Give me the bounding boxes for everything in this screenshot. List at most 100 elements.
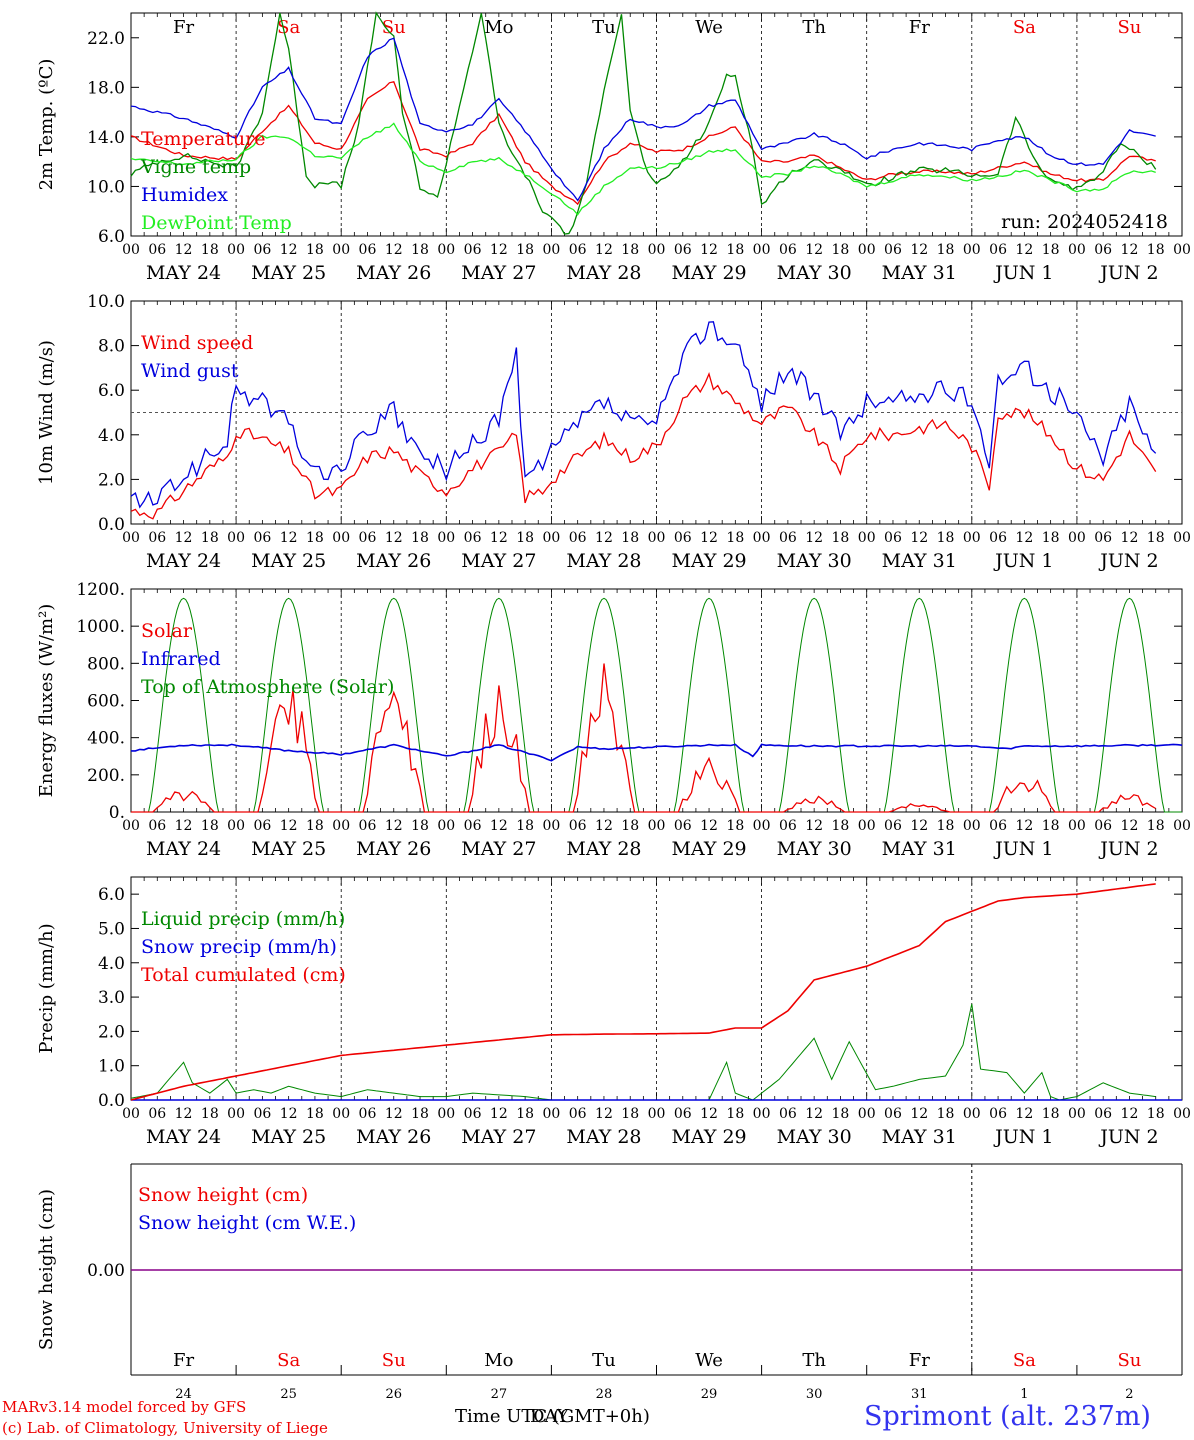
temp-hour-label: 00 <box>648 242 666 258</box>
energy-hour-label: 06 <box>359 818 377 834</box>
wind-ytick-label: 0.0 <box>98 515 125 535</box>
temp-hour-label: 18 <box>411 242 429 258</box>
wind-hour-label: 00 <box>858 530 876 546</box>
snow-weekday-label: Tu <box>592 1350 616 1371</box>
snow-weekday-label: Fr <box>173 1350 194 1371</box>
energy-date-label: MAY 27 <box>461 838 536 860</box>
precip-ytick-label: 4.0 <box>98 954 125 974</box>
energy-hour-label: 18 <box>1042 818 1060 834</box>
energy-hour-label: 18 <box>411 818 429 834</box>
precip-hour-label: 00 <box>122 1106 140 1122</box>
precip-hour-label: 06 <box>779 1106 797 1122</box>
energy-hour-label: 06 <box>148 818 166 834</box>
precip-legend-0: Liquid precip (mm/h) <box>141 908 345 930</box>
wind-hour-label: 18 <box>516 530 534 546</box>
snow-day-number: 2 <box>1125 1387 1133 1402</box>
precip-date-label: MAY 27 <box>461 1126 536 1148</box>
energy-ytick-label: 400. <box>87 729 125 749</box>
temp-ytick-label: 6.0 <box>98 227 125 247</box>
time-axis-label: Time UTC (GMT+0h) <box>455 1406 650 1427</box>
precip-hour-label: 12 <box>805 1106 823 1122</box>
energy-hour-label: 18 <box>306 818 324 834</box>
precip-hour-label: 00 <box>858 1106 876 1122</box>
snow-weekday-label: Mo <box>484 1350 513 1371</box>
temp-hour-label: 06 <box>674 242 692 258</box>
energy-hour-label: 06 <box>253 818 271 834</box>
temp-date-label: JUN 1 <box>993 262 1053 284</box>
temp-date-label: MAY 29 <box>671 262 746 284</box>
precip-hour-label: 12 <box>280 1106 298 1122</box>
wind-date-label: MAY 26 <box>356 550 431 572</box>
temp-ytick-label: 18.0 <box>87 78 125 98</box>
precip-hour-label: 12 <box>700 1106 718 1122</box>
precip-hour-label: 18 <box>726 1106 744 1122</box>
precip-date-label: JUN 1 <box>993 1126 1053 1148</box>
snow-ylabel: Snow height (cm) <box>36 1189 57 1350</box>
precip-hour-label: 00 <box>542 1106 560 1122</box>
precip-hour-label: 00 <box>753 1106 771 1122</box>
precip-hour-label: 06 <box>359 1106 377 1122</box>
temp-ytick-label: 22.0 <box>87 29 125 49</box>
energy-hour-label: 00 <box>122 818 140 834</box>
wind-hour-label: 12 <box>805 530 823 546</box>
energy-hour-label: 12 <box>700 818 718 834</box>
precip-hour-label: 12 <box>1121 1106 1139 1122</box>
temp-hour-label: 06 <box>253 242 271 258</box>
wind-hour-label: 00 <box>963 530 981 546</box>
precip-hour-label: 00 <box>227 1106 245 1122</box>
temp-hour-label: 00 <box>332 242 350 258</box>
precip-hour-label: 18 <box>621 1106 639 1122</box>
energy-hour-label: 18 <box>1147 818 1165 834</box>
temp-legend-1: Vigne temp <box>140 156 251 178</box>
snow-weekday-label: We <box>695 1350 723 1371</box>
precip-hour-label: 00 <box>648 1106 666 1122</box>
wind-series-wind-speed <box>130 372 1157 520</box>
energy-hour-label: 12 <box>1121 818 1139 834</box>
wind-hour-label: 00 <box>437 530 455 546</box>
wind-hour-label: 12 <box>385 530 403 546</box>
temp-legend-3: DewPoint Temp <box>141 212 292 234</box>
temp-weekday-label: Mo <box>484 17 513 38</box>
precip-ytick-label: 5.0 <box>98 919 125 939</box>
energy-hour-label: 12 <box>1015 818 1033 834</box>
wind-hour-label: 12 <box>1121 530 1139 546</box>
energy-hour-label: 00 <box>858 818 876 834</box>
temp-hour-label: 00 <box>753 242 771 258</box>
wind-hour-label: 00 <box>332 530 350 546</box>
energy-hour-label: 18 <box>726 818 744 834</box>
energy-ytick-label: 600. <box>87 692 125 712</box>
temp-legend-2: Humidex <box>141 184 228 206</box>
temp-hour-label: 12 <box>280 242 298 258</box>
temp-weekday-label: Sa <box>1013 17 1036 38</box>
precip-hour-label: 06 <box>148 1106 166 1122</box>
precip-date-label: MAY 31 <box>882 1126 957 1148</box>
precip-date-label: MAY 24 <box>146 1126 221 1148</box>
energy-hour-label: 00 <box>1068 818 1086 834</box>
wind-ytick-label: 2.0 <box>98 470 125 490</box>
snow-day-number: 24 <box>175 1387 192 1402</box>
temp-time-axis: 00 06 12 18 00 06 12 18 00 06 12 18 00 06 12 18 00 06 12 18… <box>122 242 1191 284</box>
energy-ytick-label: 800. <box>87 654 125 674</box>
temp-frame: 6.0 10.0 14.0 18.0 22.0 2m Temp. (ºC) <box>36 12 1183 247</box>
temp-hour-label: 18 <box>516 242 534 258</box>
temp-weekday-label: We <box>695 17 723 38</box>
run-label: run: 2024052418 <box>1001 211 1168 233</box>
temp-ytick-label: 10.0 <box>87 177 125 197</box>
energy-hour-label: 06 <box>779 818 797 834</box>
temp-date-label: MAY 28 <box>566 262 641 284</box>
precip-date-label: MAY 28 <box>566 1126 641 1148</box>
energy-hour-label: 00 <box>753 818 771 834</box>
temp-hour-label: 06 <box>569 242 587 258</box>
energy-date-label: MAY 25 <box>251 838 326 860</box>
temp-hour-label: 12 <box>385 242 403 258</box>
snow-frame: 0.00 Snow height (cm) <box>36 1163 1183 1376</box>
temp-hour-label: 00 <box>227 242 245 258</box>
wind-hour-label: 06 <box>884 530 902 546</box>
precip-date-label: MAY 29 <box>671 1126 746 1148</box>
precip-date-label: MAY 25 <box>251 1126 326 1148</box>
wind-date-label: MAY 27 <box>461 550 536 572</box>
temp-hour-label: 12 <box>175 242 193 258</box>
energy-series-infrared <box>131 743 1183 762</box>
wind-hour-label: 00 <box>648 530 666 546</box>
energy-ytick-label: 1000. <box>76 617 125 637</box>
